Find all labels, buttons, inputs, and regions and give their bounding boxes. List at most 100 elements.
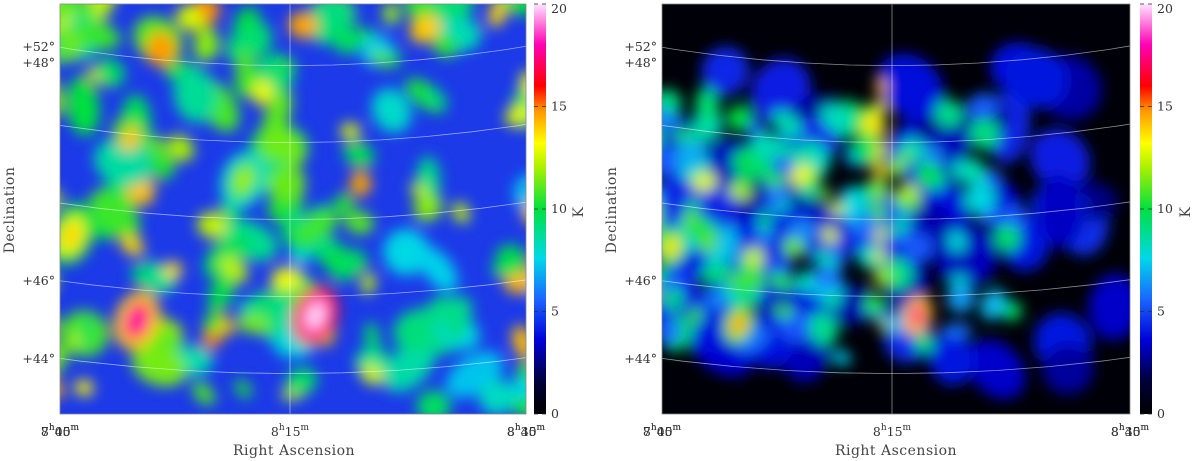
emission-blob bbox=[361, 272, 376, 295]
emission-blob bbox=[1001, 300, 1022, 321]
emission-blob bbox=[452, 202, 470, 223]
emission-blob bbox=[874, 226, 885, 244]
emission-blob bbox=[383, 228, 430, 276]
dec-tick-label: +52° bbox=[22, 39, 55, 54]
emission-blob bbox=[966, 339, 1026, 399]
emission-blob bbox=[875, 141, 886, 160]
emission-blob bbox=[820, 103, 853, 133]
emission-blob bbox=[690, 306, 703, 325]
emission-blob bbox=[769, 272, 794, 290]
emission-blob bbox=[727, 185, 751, 200]
emission-blob bbox=[676, 135, 707, 170]
left-chart: +44°+46°+48°+50°+52° 8h45m8h30m8h15m8h00… bbox=[0, 0, 600, 459]
emission-blob bbox=[235, 169, 251, 192]
emission-blob bbox=[667, 240, 677, 255]
emission-blob bbox=[285, 367, 318, 395]
emission-blob bbox=[547, 156, 591, 202]
emission-blob bbox=[576, 24, 600, 81]
emission-blob bbox=[192, 381, 215, 406]
emission-blob bbox=[196, 23, 210, 56]
emission-blob bbox=[0, 78, 39, 136]
emission-blob bbox=[371, 88, 412, 133]
colorbar-tick-label: 20 bbox=[551, 1, 567, 16]
right-y-axis-title-visible: Declination bbox=[604, 167, 620, 254]
right-dec-ticks: +44°+46°+48°+50°+52° bbox=[624, 0, 657, 366]
emission-blob bbox=[994, 224, 1021, 252]
emission-blob bbox=[328, 249, 368, 281]
left-intensity-map bbox=[0, 0, 600, 414]
emission-blob bbox=[808, 312, 839, 346]
emission-blob bbox=[968, 181, 993, 214]
emission-blob bbox=[644, 225, 663, 249]
emission-blob bbox=[203, 311, 223, 336]
emission-blob bbox=[1005, 47, 1068, 109]
emission-blob bbox=[983, 169, 1002, 186]
emission-blob bbox=[600, 118, 605, 144]
right-map-frame bbox=[661, 3, 1131, 415]
emission-blob bbox=[288, 11, 318, 39]
emission-blob bbox=[1037, 174, 1084, 249]
emission-blob bbox=[409, 14, 441, 44]
emission-blob bbox=[717, 225, 738, 262]
emission-blob bbox=[271, 266, 303, 291]
emission-blob bbox=[0, 0, 10, 44]
emission-blob bbox=[88, 4, 118, 21]
emission-blob bbox=[570, 131, 600, 182]
emission-blob bbox=[789, 164, 814, 186]
emission-blob bbox=[164, 261, 183, 279]
emission-blob bbox=[20, 0, 64, 12]
left-colorbar-ticks: 0 5 10 15 20 bbox=[534, 1, 567, 421]
left-dec-ticks: +44°+46°+48°+50°+52° bbox=[22, 0, 55, 366]
emission-blob bbox=[966, 94, 999, 119]
emission-blob bbox=[946, 284, 975, 313]
emission-blob bbox=[144, 136, 166, 154]
emission-blob bbox=[68, 4, 93, 18]
emission-blob bbox=[236, 313, 271, 334]
emission-blob bbox=[478, 378, 515, 414]
emission-blob bbox=[566, 330, 585, 352]
emission-blob bbox=[643, 124, 663, 143]
emission-blob bbox=[4, 3, 25, 28]
right-colorbar-ticks: 0 5 10 15 20 bbox=[1140, 1, 1173, 421]
left-map-frame bbox=[59, 3, 527, 415]
dec-tick-label: +44° bbox=[22, 351, 55, 366]
emission-blob bbox=[685, 199, 700, 213]
emission-blob bbox=[776, 141, 795, 157]
emission-blob bbox=[66, 76, 100, 137]
emission-blob bbox=[728, 273, 746, 288]
emission-blob bbox=[262, 89, 293, 142]
emission-blob bbox=[94, 137, 153, 187]
emission-blob bbox=[674, 128, 689, 142]
emission-blob bbox=[707, 246, 722, 268]
emission-blob bbox=[1088, 273, 1130, 341]
emission-blob bbox=[662, 320, 682, 347]
dec-tick-label: +52° bbox=[624, 39, 657, 54]
emission-blob bbox=[120, 235, 145, 256]
emission-blob bbox=[743, 270, 765, 290]
colorbar-tick-label: 0 bbox=[1157, 406, 1165, 421]
dec-tick-label: +44° bbox=[624, 351, 657, 366]
left-colorbar-unit: K bbox=[571, 206, 587, 217]
emission-blob bbox=[794, 270, 817, 291]
emission-blob bbox=[149, 148, 175, 180]
emission-blob bbox=[636, 86, 661, 109]
colorbar-tick-label: 10 bbox=[551, 201, 567, 216]
emission-blob bbox=[0, 95, 45, 154]
emission-blob bbox=[278, 58, 297, 71]
emission-blob bbox=[516, 361, 526, 383]
colorbar-tick-label: 0 bbox=[551, 406, 559, 421]
emission-blob bbox=[176, 4, 203, 32]
emission-blob bbox=[219, 255, 249, 283]
emission-blob bbox=[60, 4, 76, 25]
emission-blob bbox=[344, 210, 374, 235]
emission-blob bbox=[772, 110, 802, 138]
emission-blob bbox=[8, 296, 64, 347]
emission-blob bbox=[600, 316, 612, 338]
emission-blob bbox=[759, 211, 771, 232]
emission-blob bbox=[578, 0, 600, 47]
emission-blob bbox=[876, 53, 944, 120]
emission-blob bbox=[980, 288, 1006, 321]
emission-blob bbox=[60, 4, 75, 28]
right-intensity-map bbox=[600, 42, 1130, 399]
emission-blob bbox=[548, 354, 573, 377]
